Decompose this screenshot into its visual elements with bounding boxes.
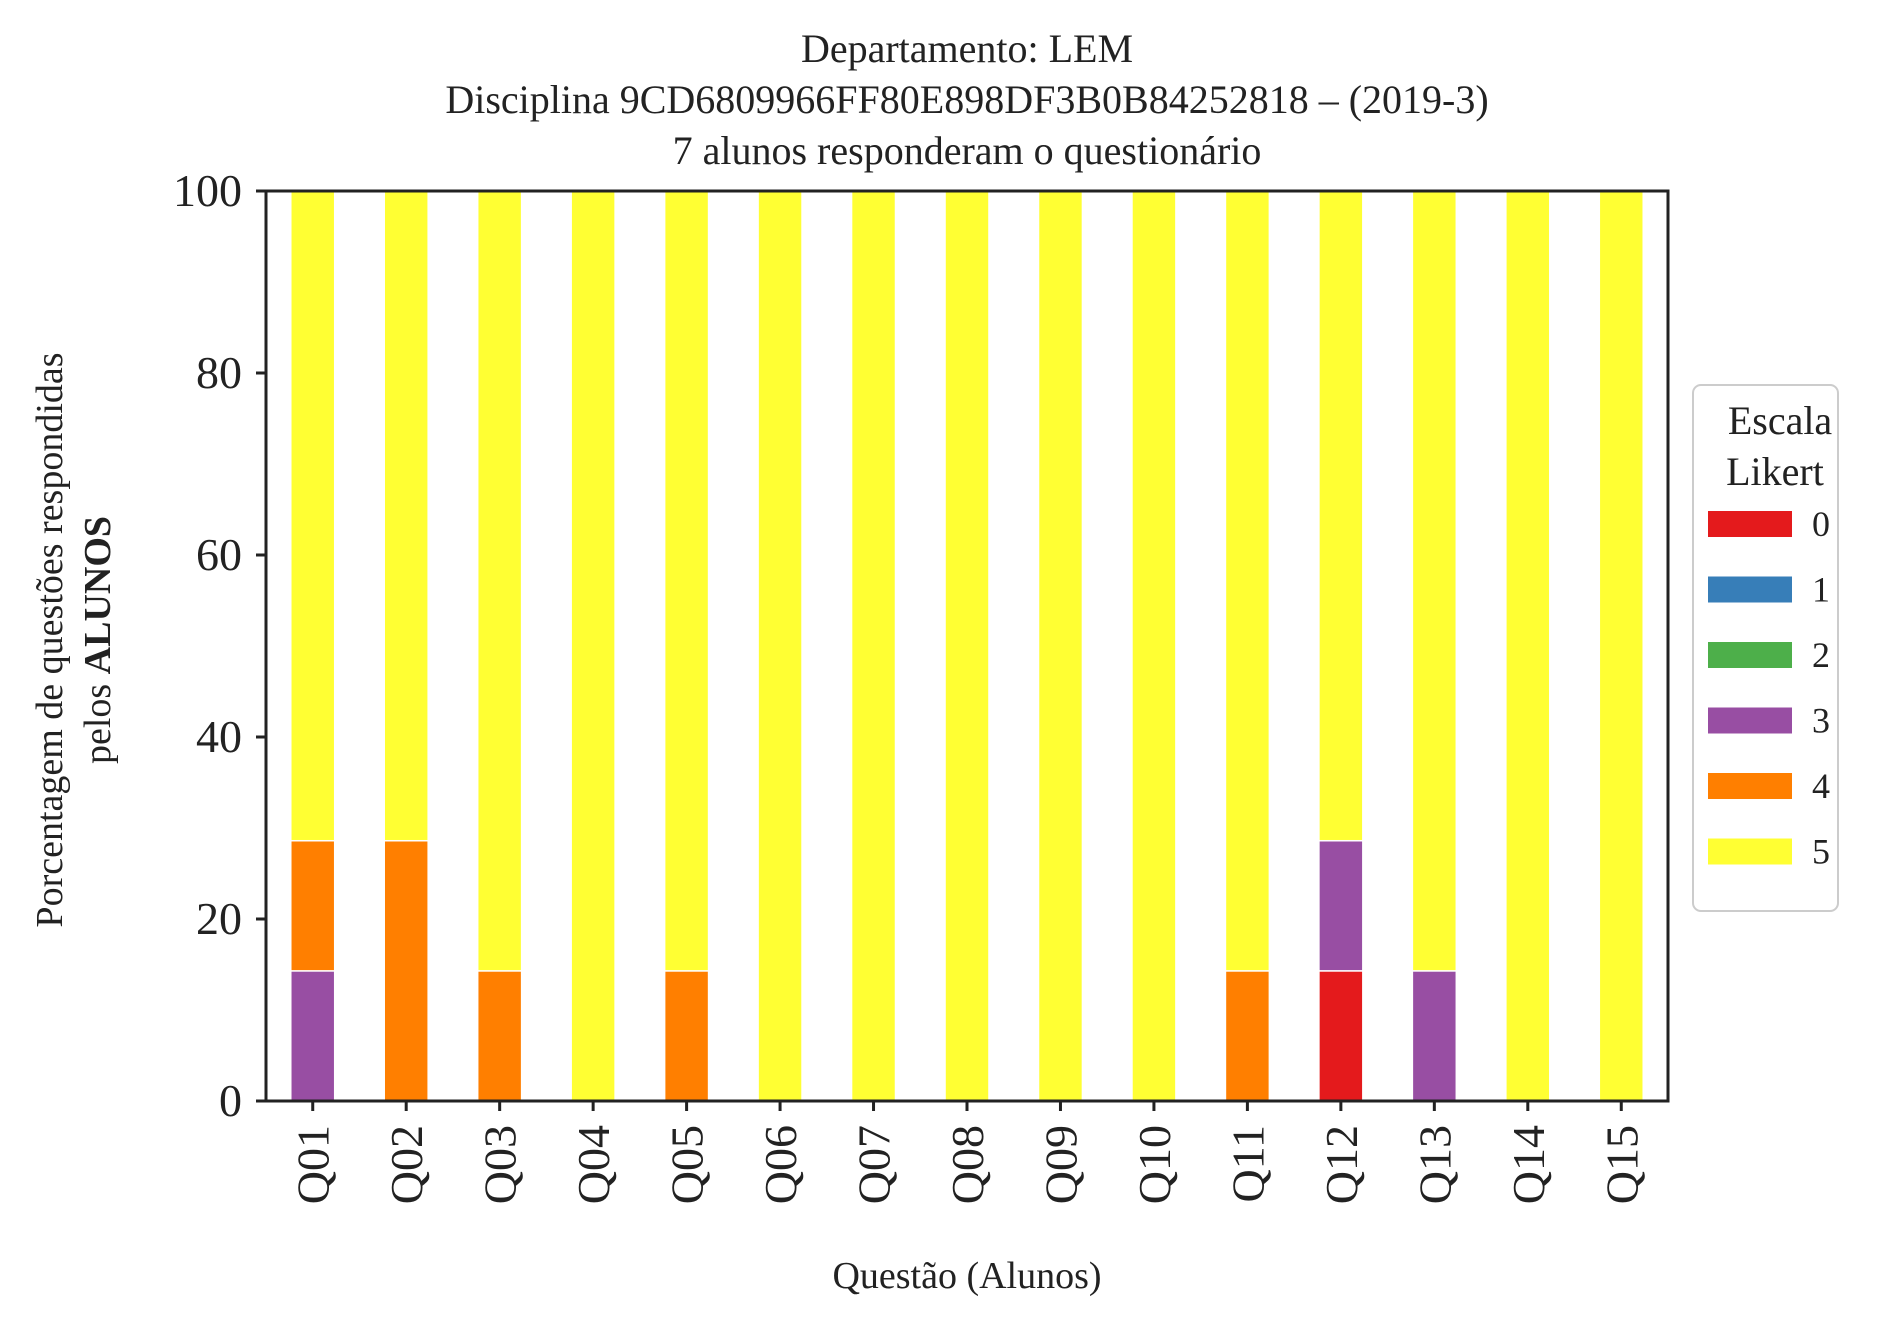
x-tick-label-q12: Q12 (1316, 1125, 1367, 1204)
bar-q15-likert-5 (1598, 190, 1644, 1102)
y-tick-label-0: 0 (219, 1075, 242, 1126)
x-tick-label-q01: Q01 (288, 1125, 339, 1204)
y-tick-label-80: 80 (196, 347, 242, 398)
legend-label-4: 4 (1812, 766, 1830, 806)
bar-q01-likert-5 (290, 190, 336, 842)
legend-items: 0 1 2 3 4 5 (1708, 504, 1830, 872)
bar-q12-likert-5 (1318, 190, 1364, 842)
bar-q04-likert-5 (570, 190, 616, 1102)
y-tick-label-60: 60 (196, 529, 242, 580)
x-tick-label-q14: Q14 (1503, 1125, 1554, 1204)
x-tick-label-q11: Q11 (1222, 1125, 1273, 1203)
bars-layer (290, 190, 1644, 1102)
x-tick-label-q09: Q09 (1035, 1125, 1086, 1204)
y-axis-label-prefix: pelos (77, 674, 119, 764)
y-ticks-layer: 0 20 40 60 80 100 (173, 165, 266, 1126)
bar-q13-likert-5 (1411, 190, 1458, 972)
chart-title-line-1: Departamento: LEM (801, 26, 1133, 71)
plot-frame (264, 189, 1670, 1103)
legend-swatch-0 (1708, 511, 1792, 537)
bar-q03-likert-5 (476, 190, 523, 972)
legend-label-0: 0 (1812, 504, 1830, 544)
y-tick-label-20: 20 (196, 893, 242, 944)
bar-q03-likert-4 (476, 970, 523, 1102)
bar-q01-likert-4 (290, 839, 336, 972)
legend-label-1: 1 (1812, 570, 1830, 610)
bar-q05-likert-5 (663, 190, 710, 972)
legend-swatch-4 (1708, 773, 1792, 799)
bar-q10-likert-5 (1131, 190, 1177, 1102)
y-axis-label-line-1: Porcentagem de questões respondidas (29, 352, 71, 927)
y-axis-label: Porcentagem de questões respondidas pelo… (29, 352, 119, 927)
bar-q12-likert-3 (1318, 839, 1364, 972)
bar-q02-likert-4 (383, 839, 429, 1102)
x-tick-label-q13: Q13 (1409, 1125, 1460, 1204)
y-tick-label-100: 100 (173, 165, 242, 216)
x-tick-label-q02: Q02 (381, 1125, 432, 1204)
bar-q12-likert-0 (1318, 970, 1364, 1102)
bar-q08-likert-5 (944, 190, 990, 1102)
bar-q01-likert-3 (290, 970, 336, 1102)
x-tick-label-q06: Q06 (755, 1125, 806, 1204)
x-ticks-layer: Q01 Q02 Q03 Q04 Q05 Q06 Q07 Q08 Q09 Q10 Q11 Q12 Q13 Q… (288, 1101, 1647, 1204)
bar-q14-likert-5 (1505, 190, 1551, 1102)
x-tick-label-q04: Q04 (568, 1125, 619, 1204)
bar-q09-likert-5 (1037, 190, 1084, 1102)
legend-title-line-1: Escala (1728, 398, 1833, 443)
x-tick-label-q07: Q07 (849, 1125, 900, 1204)
legend-swatch-1 (1708, 576, 1792, 603)
y-tick-label-40: 40 (196, 711, 242, 762)
bar-q07-likert-5 (850, 190, 897, 1102)
bar-q13-likert-3 (1411, 970, 1458, 1102)
legend-label-2: 2 (1812, 635, 1830, 675)
legend-swatch-5 (1708, 838, 1792, 865)
x-tick-label-q10: Q10 (1129, 1125, 1180, 1204)
bar-q06-likert-5 (757, 190, 803, 1102)
x-tick-label-q03: Q03 (475, 1125, 526, 1204)
legend-swatch-2 (1708, 642, 1792, 668)
bar-q11-likert-5 (1224, 190, 1271, 972)
bar-q02-likert-5 (383, 190, 429, 842)
y-axis-label-bold: ALUNOS (77, 516, 119, 674)
x-tick-label-q08: Q08 (942, 1125, 993, 1204)
x-tick-label-q05: Q05 (662, 1125, 713, 1204)
legend: Escala Likert 0 1 2 3 4 5 (1692, 384, 1839, 912)
legend-swatch-3 (1708, 707, 1792, 734)
bar-q05-likert-4 (663, 970, 710, 1102)
x-tick-label-q15: Q15 (1596, 1125, 1647, 1204)
bar-q11-likert-4 (1224, 970, 1271, 1102)
legend-title-line-2: Likert (1726, 449, 1824, 494)
legend-label-3: 3 (1812, 701, 1830, 741)
chart-title-line-3: 7 alunos responderam o questionário (673, 128, 1262, 173)
legend-label-5: 5 (1812, 832, 1830, 872)
x-axis-label: Questão (Alunos) (832, 1255, 1101, 1297)
y-axis-label-line-2: pelos ALUNOS (77, 516, 119, 764)
chart-title-line-2: Disciplina 9CD6809966FF80E898DF3B0B84252… (445, 77, 1488, 122)
